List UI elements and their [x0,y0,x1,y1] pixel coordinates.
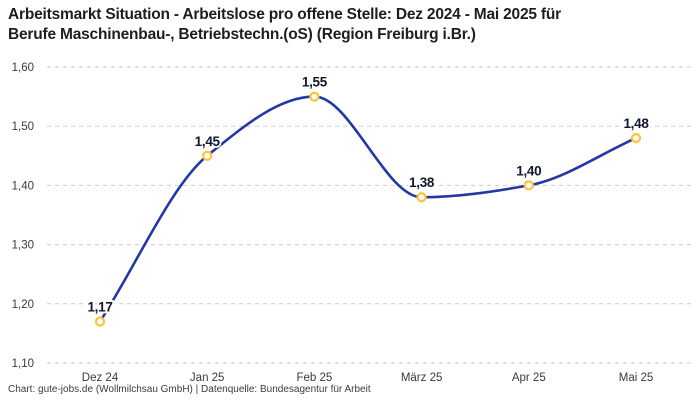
x-axis-tick-label: März 25 [401,372,443,384]
data-point-label: 1,38 [409,175,435,190]
x-axis-tick-label: Jan 25 [190,372,225,384]
data-point-marker [416,192,427,203]
data-point-label: 1,40 [516,163,541,178]
y-axis-tick-label: 1,50 [12,121,34,133]
data-point-marker [94,316,106,327]
x-axis-tick-label: Dez 24 [82,372,119,384]
data-point-label: 1,45 [195,134,221,149]
data-point-marker [523,180,534,191]
data-point-marker [630,132,642,144]
data-line [98,95,638,323]
data-point-label: 1,55 [302,75,328,90]
y-axis-tick-label: 1,20 [12,299,34,311]
chart-title-line1: Arbeitsmarkt Situation - Arbeitslose pro… [8,6,561,23]
x-axis-tick-label: Feb 25 [296,372,332,384]
chart-title-line2: Berufe Maschinenbau-, Betriebstechn.(oS)… [8,25,476,43]
y-axis-tick-label: 1,40 [12,180,34,192]
chart-title: Arbeitsmarkt Situation - Arbeitslose pro… [8,5,678,44]
y-axis-tick-label: 1,10 [12,358,34,370]
data-point-marker [202,150,213,161]
data-point-label: 1,48 [623,116,649,131]
x-axis-tick-label: Mai 25 [619,372,654,384]
x-axis-tick-label: Apr 25 [512,372,546,384]
y-axis-tick-label: 1,30 [12,240,34,252]
chart-credit: Chart: gute-jobs.de (Wollmilchsau GmbH) … [8,384,371,395]
data-point-marker [309,91,320,102]
data-point-label: 1,17 [87,300,112,315]
y-axis-tick-label: 1,60 [12,62,34,74]
